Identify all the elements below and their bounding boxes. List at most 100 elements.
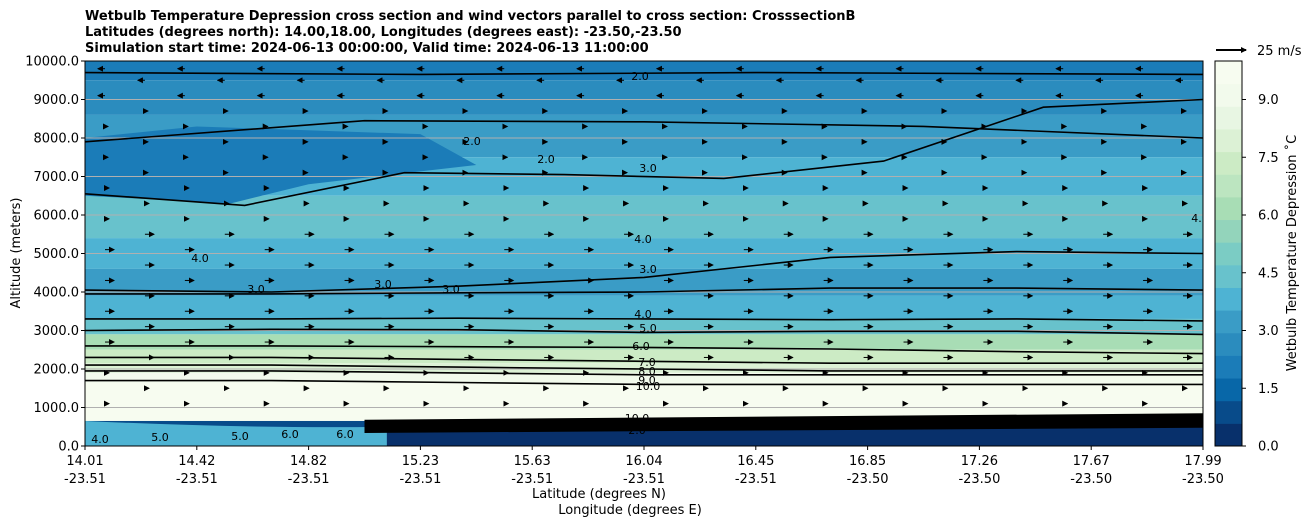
contour-line <box>85 98 1203 207</box>
contour-label: 8.0 <box>638 365 656 378</box>
contour-label: 2.0 <box>628 424 646 437</box>
colorbar-segment <box>1215 219 1242 243</box>
x-tick-label-lon: -23.51 <box>176 472 218 487</box>
y-tick-label: 6000.0 <box>34 209 80 224</box>
colorbar-segment <box>1215 378 1242 402</box>
quiver-key: 25 m/s <box>1216 44 1302 59</box>
contour-label: 3.0 <box>639 162 657 175</box>
y-tick-label: 10000.0 <box>25 55 79 70</box>
x-tick-label-lat: 17.99 <box>1184 454 1221 469</box>
colorbar-tick-label: 3.0 <box>1258 324 1279 339</box>
wind-vectors <box>97 65 1193 407</box>
x-tick-label-lat: 14.82 <box>290 454 327 469</box>
filled-band <box>85 382 1203 421</box>
y-tick-label: 2000.0 <box>34 363 80 378</box>
x-tick-label-lon: -23.50 <box>847 472 889 487</box>
contour-label: 5.0 <box>639 322 657 335</box>
y-tick-label: 5000.0 <box>34 247 80 262</box>
filled-band <box>85 349 1203 364</box>
y-tick-label: 3000.0 <box>34 324 80 339</box>
contour-label: 2.0 <box>631 70 649 83</box>
colorbar-segment <box>1215 287 1242 311</box>
colorbar-segment <box>1215 83 1242 107</box>
x-tick-label-lat: 14.01 <box>66 454 103 469</box>
colorbar-segment <box>1215 332 1242 356</box>
colorbar-segment <box>1215 151 1242 175</box>
contour-line <box>364 423 1203 432</box>
x-tick-label-lat: 16.04 <box>625 454 662 469</box>
x-axis-label-lon: Longitude (degrees E) <box>558 503 702 518</box>
x-tick-label-lon: -23.51 <box>623 472 665 487</box>
colorbar: 0.0 1.5 3.0 4.5 6.0 7.5 9.0 <box>1214 60 1279 455</box>
contour-label: 6.0 <box>632 340 650 353</box>
x-tick-label-lon: -23.50 <box>1182 472 1224 487</box>
filled-band <box>85 295 1203 319</box>
contour-label: 7.0 <box>638 356 656 369</box>
contour-line <box>85 370 1203 376</box>
x-tick-label-lon: -23.50 <box>1070 472 1112 487</box>
contour-label: 5.0 <box>231 430 249 443</box>
contour-line <box>85 364 1203 372</box>
colorbar-segment <box>1215 400 1242 424</box>
contour-line <box>85 71 1203 76</box>
x-tick-label-lat: 15.23 <box>402 454 439 469</box>
contour-label: 3.0 <box>442 283 460 296</box>
contour-line <box>364 414 1203 424</box>
contour-label: 4.0 <box>1191 212 1209 225</box>
contour-label: 3.0 <box>639 263 657 276</box>
filled-band <box>85 420 387 446</box>
filled-band <box>85 61 1203 81</box>
contour-label: 10.0 <box>636 380 661 393</box>
filled-band <box>85 126 477 204</box>
contour-line <box>364 418 1203 427</box>
contour-label: 2.0 <box>537 153 555 166</box>
contour-line <box>364 421 1203 430</box>
colorbar-segment <box>1215 355 1242 379</box>
y-tick-label: 0.0 <box>58 440 79 455</box>
contour-label: 4.0 <box>634 233 652 246</box>
contour-lines <box>85 71 1203 433</box>
contour-line <box>85 379 1203 386</box>
y-axis-label: Altitude (meters) <box>9 198 24 309</box>
colorbar-segment <box>1215 423 1242 447</box>
contour-line <box>85 250 1203 293</box>
chart-title: Wetbulb Temperature Depression cross sec… <box>85 9 855 57</box>
colorbar-segment <box>1215 106 1242 130</box>
colorbar-frame <box>1214 60 1243 447</box>
colorbar-tick-label: 4.5 <box>1258 266 1279 281</box>
x-tick-label-lon: -23.51 <box>64 472 106 487</box>
colorbar-tick-label: 7.5 <box>1258 151 1279 166</box>
y-tick-label: 9000.0 <box>34 93 80 108</box>
chart-title-line-1: Wetbulb Temperature Depression cross sec… <box>85 9 856 24</box>
contour-line <box>85 287 1203 295</box>
contour-line <box>85 317 1203 322</box>
contour-label: 4.0 <box>91 433 109 446</box>
x-tick-label-lat: 14.42 <box>178 454 215 469</box>
chart-title-line-3: Simulation start time: 2024-06-13 00:00:… <box>85 41 649 56</box>
x-tick-label-lon: -23.50 <box>958 472 1000 487</box>
contour-line <box>85 356 1203 364</box>
contour-line <box>364 416 1203 426</box>
contour-label: 2.0 <box>463 135 481 148</box>
contour-label: 10.0 <box>625 412 650 425</box>
contour-labels: 2.0 2.0 2.0 3.0 4.0 3.0 3.0 3.0 3.0 4.0 4.0 5.0 6.0 7… <box>91 70 1209 446</box>
y-tick-label: 8000.0 <box>34 132 80 147</box>
chart-title-line-2: Latitudes (degrees north): 14.00,18.00, … <box>85 25 682 40</box>
contour-line <box>364 413 1203 423</box>
x-tick-label-lat: 17.26 <box>961 454 998 469</box>
contour-label: 3.0 <box>374 278 392 291</box>
filled-band <box>85 80 1203 115</box>
contour-label: 3.0 <box>247 283 265 296</box>
colorbar-tick-label: 9.0 <box>1258 93 1279 108</box>
contour-line <box>364 420 1203 429</box>
colorbar-segment <box>1215 310 1242 334</box>
x-tick-label-lon: -23.51 <box>511 472 553 487</box>
x-tick-label-lon: -23.51 <box>399 472 441 487</box>
x-tick-label-lat: 16.85 <box>849 454 886 469</box>
contour-label: 6.0 <box>336 428 354 441</box>
filled-band <box>85 372 1203 383</box>
contour-label: 6.0 <box>281 428 299 441</box>
contour-line <box>364 425 1203 433</box>
contour-line <box>85 345 1203 355</box>
